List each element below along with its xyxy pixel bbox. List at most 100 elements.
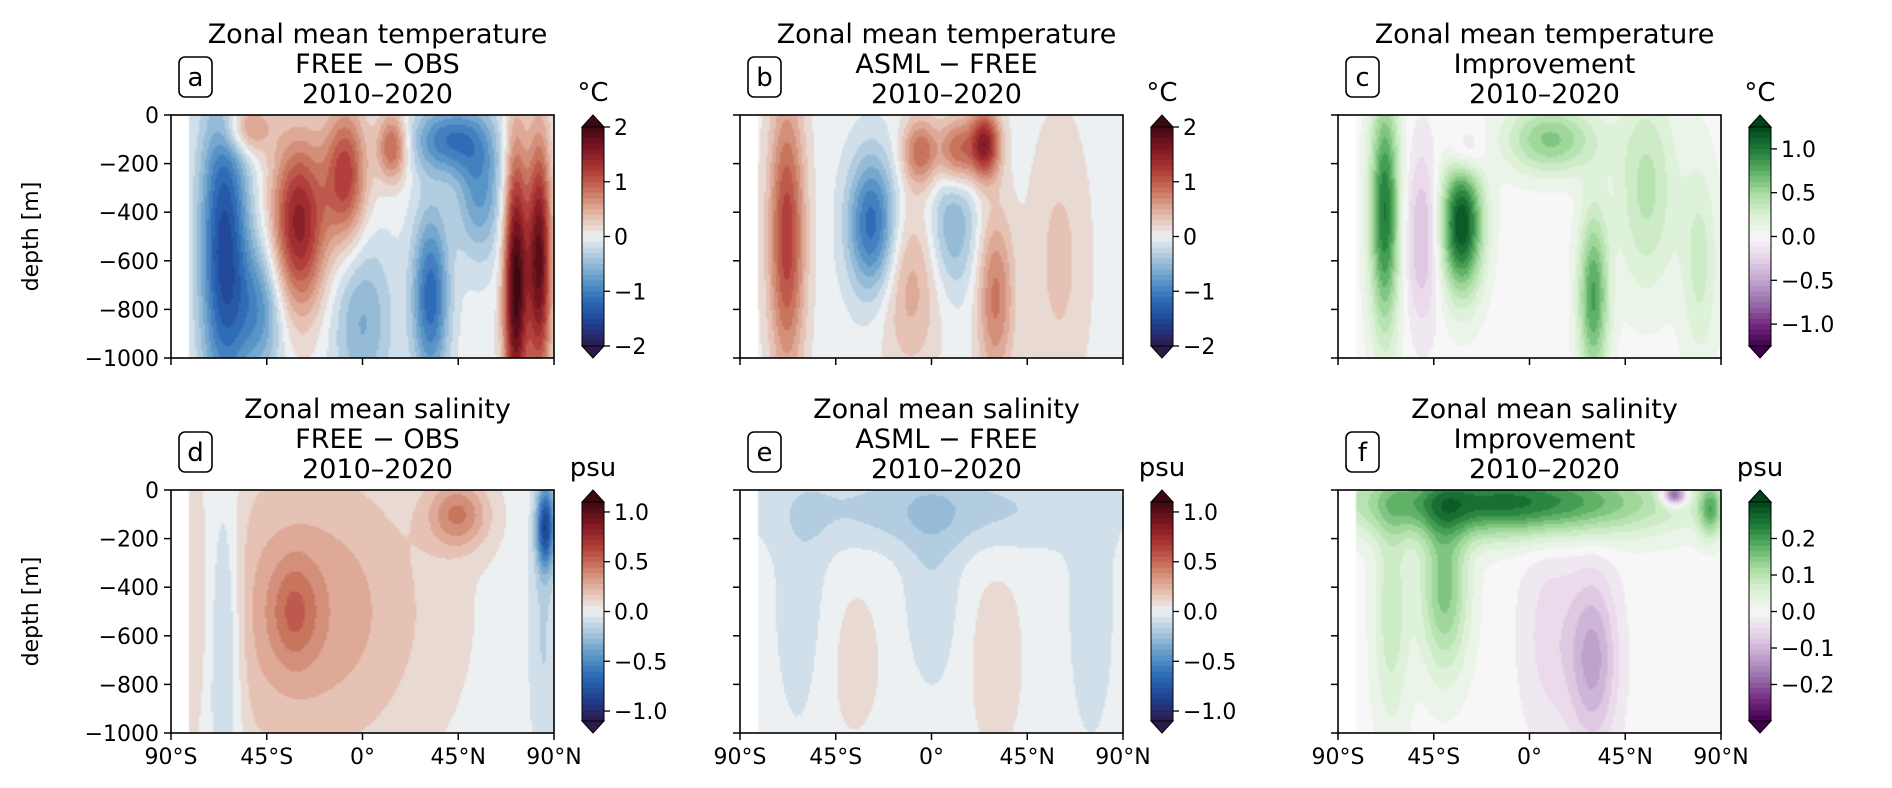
- colorbar-segment: [1749, 616, 1771, 624]
- colorbar-extend-min: [1149, 345, 1175, 359]
- panel-badge-box: [747, 431, 782, 473]
- colorbar-segment: [1749, 710, 1771, 717]
- colorbar-segment: [1151, 137, 1173, 145]
- colorbar-segment: [1151, 324, 1173, 331]
- colorbar-segment: [1749, 573, 1771, 580]
- colorbar-segment: [582, 165, 604, 172]
- colorbar-segment: [1151, 203, 1173, 210]
- colorbar-segment: [1151, 606, 1173, 613]
- colorbar-segment: [1749, 127, 1771, 134]
- colorbar-segment: [582, 529, 604, 536]
- colorbar-tick-label: −1.0: [1183, 700, 1236, 725]
- colorbar-segment: [1749, 143, 1771, 150]
- colorbar-tick-label: −0.5: [1183, 650, 1236, 675]
- colorbar-segment: [582, 329, 604, 336]
- colorbar-segment: [582, 296, 604, 303]
- colorbar-segment: [1151, 660, 1173, 667]
- y-axis-label: depth [m]: [19, 182, 44, 292]
- colorbar-segment: [1749, 148, 1771, 155]
- colorbar-segment: [1151, 622, 1173, 629]
- colorbar-segment: [1151, 589, 1173, 596]
- colorbar-segment: [582, 512, 604, 520]
- panel-badge-letter: b: [756, 63, 773, 93]
- colorbar-tick-label: 0.5: [614, 551, 649, 576]
- colorbar-segment: [1749, 181, 1771, 188]
- colorbar-segment: [1749, 159, 1771, 166]
- colorbar-tick-label: −1.0: [614, 700, 667, 725]
- colorbar-segment: [1151, 291, 1173, 298]
- y-tick-label: −800: [99, 298, 159, 323]
- colorbar-segment: [1151, 313, 1173, 320]
- panel-badge-letter: f: [1358, 438, 1368, 468]
- panel-title-line: Zonal mean salinity: [244, 394, 511, 425]
- colorbar-segment: [1749, 715, 1771, 722]
- colorbar-segment: [1151, 241, 1173, 249]
- colorbar-segment: [582, 209, 604, 216]
- colorbar-segment: [582, 247, 604, 254]
- colorbar-segment: [1749, 170, 1771, 177]
- colorbar-segment: [1151, 578, 1173, 585]
- colorbar-segment: [1749, 329, 1771, 336]
- colorbar-tick-label: −1: [614, 280, 646, 305]
- heatmap-field-b: [740, 115, 1123, 358]
- colorbar-segment: [1749, 252, 1771, 259]
- colorbar-segment: [1749, 688, 1771, 695]
- colorbar-segment: [582, 231, 604, 238]
- colorbar-segment: [1749, 545, 1771, 552]
- colorbar-segment: [1151, 688, 1173, 695]
- colorbar-segment: [582, 534, 604, 541]
- x-tick-label: 0°: [1517, 745, 1542, 770]
- x-tick-label: 45°N: [431, 745, 486, 770]
- panel-badge-box: [1345, 56, 1380, 98]
- colorbar-segment: [582, 616, 604, 624]
- colorbar-segment: [1749, 622, 1771, 629]
- colorbar-segment: [582, 638, 604, 645]
- colorbar-segment: [1749, 567, 1771, 574]
- colorbar-segment: [1151, 274, 1173, 281]
- colorbar-segment: [1151, 644, 1173, 651]
- colorbar-segment: [1151, 671, 1173, 678]
- colorbar-segment: [1749, 280, 1771, 287]
- colorbar-segment: [1749, 198, 1771, 205]
- colorbar-segment: [582, 132, 604, 139]
- colorbar-unit: °C: [577, 78, 608, 108]
- panel-badge-box: [178, 56, 213, 98]
- colorbar-tick-label: 2: [1183, 116, 1197, 141]
- colorbar-segment: [582, 567, 604, 574]
- colorbar-segment: [1749, 220, 1771, 227]
- colorbar-segment: [1749, 627, 1771, 634]
- colorbar-segment: [1749, 313, 1771, 320]
- colorbar-segment: [582, 302, 604, 309]
- colorbar-segment: [1749, 302, 1771, 309]
- colorbar-tick-label: 0: [1183, 226, 1197, 251]
- colorbar-segment: [1151, 220, 1173, 227]
- colorbar-segment: [582, 649, 604, 656]
- colorbar-segment: [1151, 285, 1173, 292]
- colorbar-segment: [1749, 589, 1771, 596]
- colorbar-segment: [1151, 523, 1173, 530]
- colorbar-segment: [1749, 518, 1771, 525]
- colorbar-extend-max: [1149, 114, 1175, 128]
- colorbar-segment: [1151, 545, 1173, 552]
- colorbar-segment: [582, 710, 604, 717]
- colorbar-segment: [1749, 176, 1771, 183]
- x-tick-label: 45°N: [1000, 745, 1055, 770]
- colorbar-segment: [1151, 584, 1173, 591]
- colorbar-segment: [1749, 682, 1771, 689]
- colorbar-segment: [582, 285, 604, 292]
- colorbar-segment: [582, 518, 604, 525]
- colorbar-segment: [1151, 170, 1173, 177]
- panel-title-line: Zonal mean temperature: [1375, 19, 1715, 50]
- colorbar-segment: [582, 252, 604, 259]
- colorbar-tick-label: 0.1: [1781, 564, 1816, 589]
- colorbar-segment: [1151, 704, 1173, 711]
- colorbar-segment: [1749, 693, 1771, 700]
- colorbar-segment: [1151, 512, 1173, 520]
- colorbar-tick-label: 0.5: [1781, 182, 1816, 207]
- colorbar-segment: [582, 595, 604, 602]
- colorbar-segment: [1749, 540, 1771, 547]
- panel-e: 90°S 45°S 0° 45°N 90°N Zonal mean salinityASM…: [714, 394, 1237, 770]
- colorbar-segment: [1151, 296, 1173, 303]
- colorbar-segment: [582, 502, 604, 509]
- colorbar-segment: [1749, 340, 1771, 347]
